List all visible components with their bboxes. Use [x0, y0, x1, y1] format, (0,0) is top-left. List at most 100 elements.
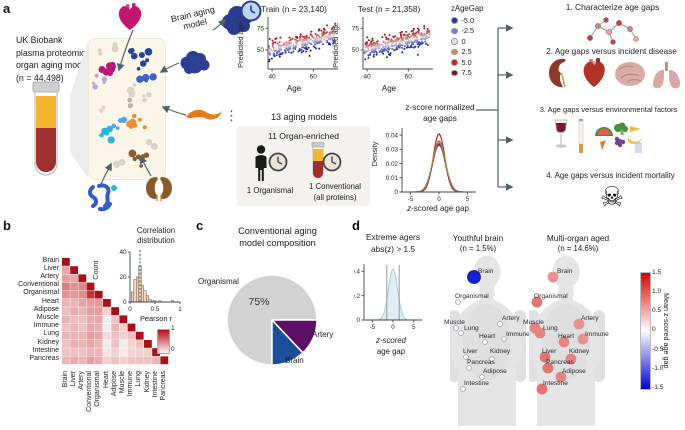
models-box-title: 13 aging models: [270, 112, 338, 122]
muscle-icon: [186, 109, 222, 120]
brain-icon: [180, 51, 210, 74]
pie-pct-label: 75%: [248, 296, 270, 308]
organ-dot-kidney: [565, 353, 577, 365]
colorbar-tick-min: 0: [171, 346, 175, 353]
pie-slice-brain: [271, 319, 304, 366]
heatmap-cell: [70, 282, 78, 291]
heatmap-row-label: Heart: [41, 297, 59, 305]
x-label-rest: -scored age gap: [411, 204, 469, 213]
colorbar-tick-max: 1: [171, 325, 175, 332]
heatmap-cell: [135, 356, 144, 365]
organ-label: Organismal: [455, 293, 489, 300]
heatmap-cell: [94, 307, 103, 315]
organ-label: Kidney: [490, 348, 511, 355]
density-title: z-score normalized age gaps: [396, 103, 484, 124]
heatmap-cell: [70, 356, 78, 365]
heatmap-cell: [94, 299, 103, 307]
pie-slice-label-artery: Artery: [312, 330, 334, 339]
heatmap-cell: [70, 307, 78, 315]
x-label-line: age gap: [376, 346, 406, 356]
heatmap-cell: [78, 307, 87, 315]
vertical-ellipsis: ⋮: [225, 108, 238, 123]
heatmap-cell: [86, 282, 95, 291]
test-y-axis-label: Predicted age: [331, 22, 340, 68]
organ-dot-organismal: [531, 296, 543, 308]
svg-text:-5: -5: [408, 196, 414, 203]
organ-dot-adipose: [555, 371, 567, 383]
mean-z-colorbar-label: Mean z-scored age gap: [662, 293, 671, 369]
organ-dot-intestine: [460, 386, 466, 392]
heatmap-cell: [70, 315, 78, 324]
svg-text:0.04: 0.04: [386, 132, 399, 139]
svg-text:75: 75: [352, 25, 360, 32]
intro-line: UK Biobank: [16, 35, 63, 45]
heatmap-cell: [94, 323, 103, 332]
legend-dot-icon: [451, 17, 458, 24]
organ-dot-intestine: [536, 383, 548, 395]
organ-dot-brain: [547, 271, 559, 283]
heatmap-col-label: Kidney: [143, 371, 151, 393]
organ-label: Adipose: [562, 368, 586, 375]
plasma-layer: [36, 96, 56, 128]
heatmap-cell: [94, 356, 103, 365]
organ-label: Artery: [581, 315, 599, 322]
svg-text:60: 60: [405, 74, 413, 81]
organ-label: Kidney: [569, 348, 590, 355]
conventional-count-label: 1 Conventional: [308, 182, 362, 191]
z-italic: z-scored: [376, 336, 406, 345]
magnifier-wedge: [70, 40, 88, 178]
kidney-disease-icon: [549, 58, 566, 88]
heatmap-cell: [127, 323, 136, 332]
heatmap-cell: [127, 331, 136, 340]
blood-layer: [36, 128, 56, 172]
organ-dot-kidney: [489, 356, 495, 362]
heatmap-cell: [62, 340, 70, 348]
heatmap-cell: [62, 282, 70, 291]
organ-dots: [529, 271, 589, 395]
heatmap-cell: [152, 348, 160, 356]
histogram-x-axis-label: Pearson r: [139, 314, 173, 323]
youthful-brain-subtitle: (n = 1.5%): [459, 244, 497, 253]
heatmap-cell: [70, 299, 78, 307]
heatmap-cell: [86, 348, 95, 356]
heatmap-cell: [111, 340, 119, 348]
organ-label: Organismal: [534, 293, 568, 300]
z-italic: z: [407, 204, 412, 213]
heatmap-cell: [94, 290, 103, 299]
svg-text:0: 0: [128, 306, 132, 313]
heatmap-cell: [86, 340, 95, 348]
pie-slice-organismal: [226, 274, 318, 366]
kidneys-icon: [146, 177, 172, 201]
blood-tube-icon: [32, 81, 60, 176]
heatmap-cell: [62, 323, 70, 332]
extreme-agers-density-plot: 0 0.2 0.4 -5 0 5: [354, 264, 422, 331]
train-y-axis-label: Predicted age: [236, 22, 245, 68]
heatmap-cell: [70, 331, 78, 340]
svg-text:0: 0: [437, 196, 441, 203]
heatmap-row-label: Conventional: [18, 281, 59, 289]
heatmap-cell: [62, 331, 70, 340]
organ-label: Pancreas: [467, 359, 495, 366]
panel-c-label: c: [196, 218, 204, 233]
inset-title-line: distribution: [137, 236, 175, 245]
organ-dot-immune: [577, 333, 589, 345]
organ-dot-pancreas: [542, 362, 554, 374]
legend-dot-icon: [451, 48, 458, 55]
organ-dot-lung: [458, 330, 464, 336]
multi-organ-subtitle: (n = 14.6%): [557, 244, 599, 253]
heatmap-cell: [70, 266, 78, 274]
mean-z-colorbar-tick: -1.0: [652, 365, 664, 372]
svg-text:0.03: 0.03: [386, 147, 399, 154]
heatmap-cell: [94, 315, 103, 324]
legend-item: -5.0: [451, 15, 501, 26]
heatmap-cell: [119, 323, 128, 332]
heatmap-row-label: Liver: [43, 264, 59, 272]
mean-z-colorbar-tick: 1.0: [652, 287, 662, 295]
organ-dot-brain: [467, 270, 481, 284]
legend-title: zAgeGap: [451, 4, 484, 13]
heatmap-cell: [78, 340, 87, 348]
heatmap-cell: [78, 331, 87, 340]
heatmap-cell: [94, 340, 103, 348]
organ-dot-heart: [482, 339, 488, 345]
svg-text:5: 5: [466, 196, 470, 203]
